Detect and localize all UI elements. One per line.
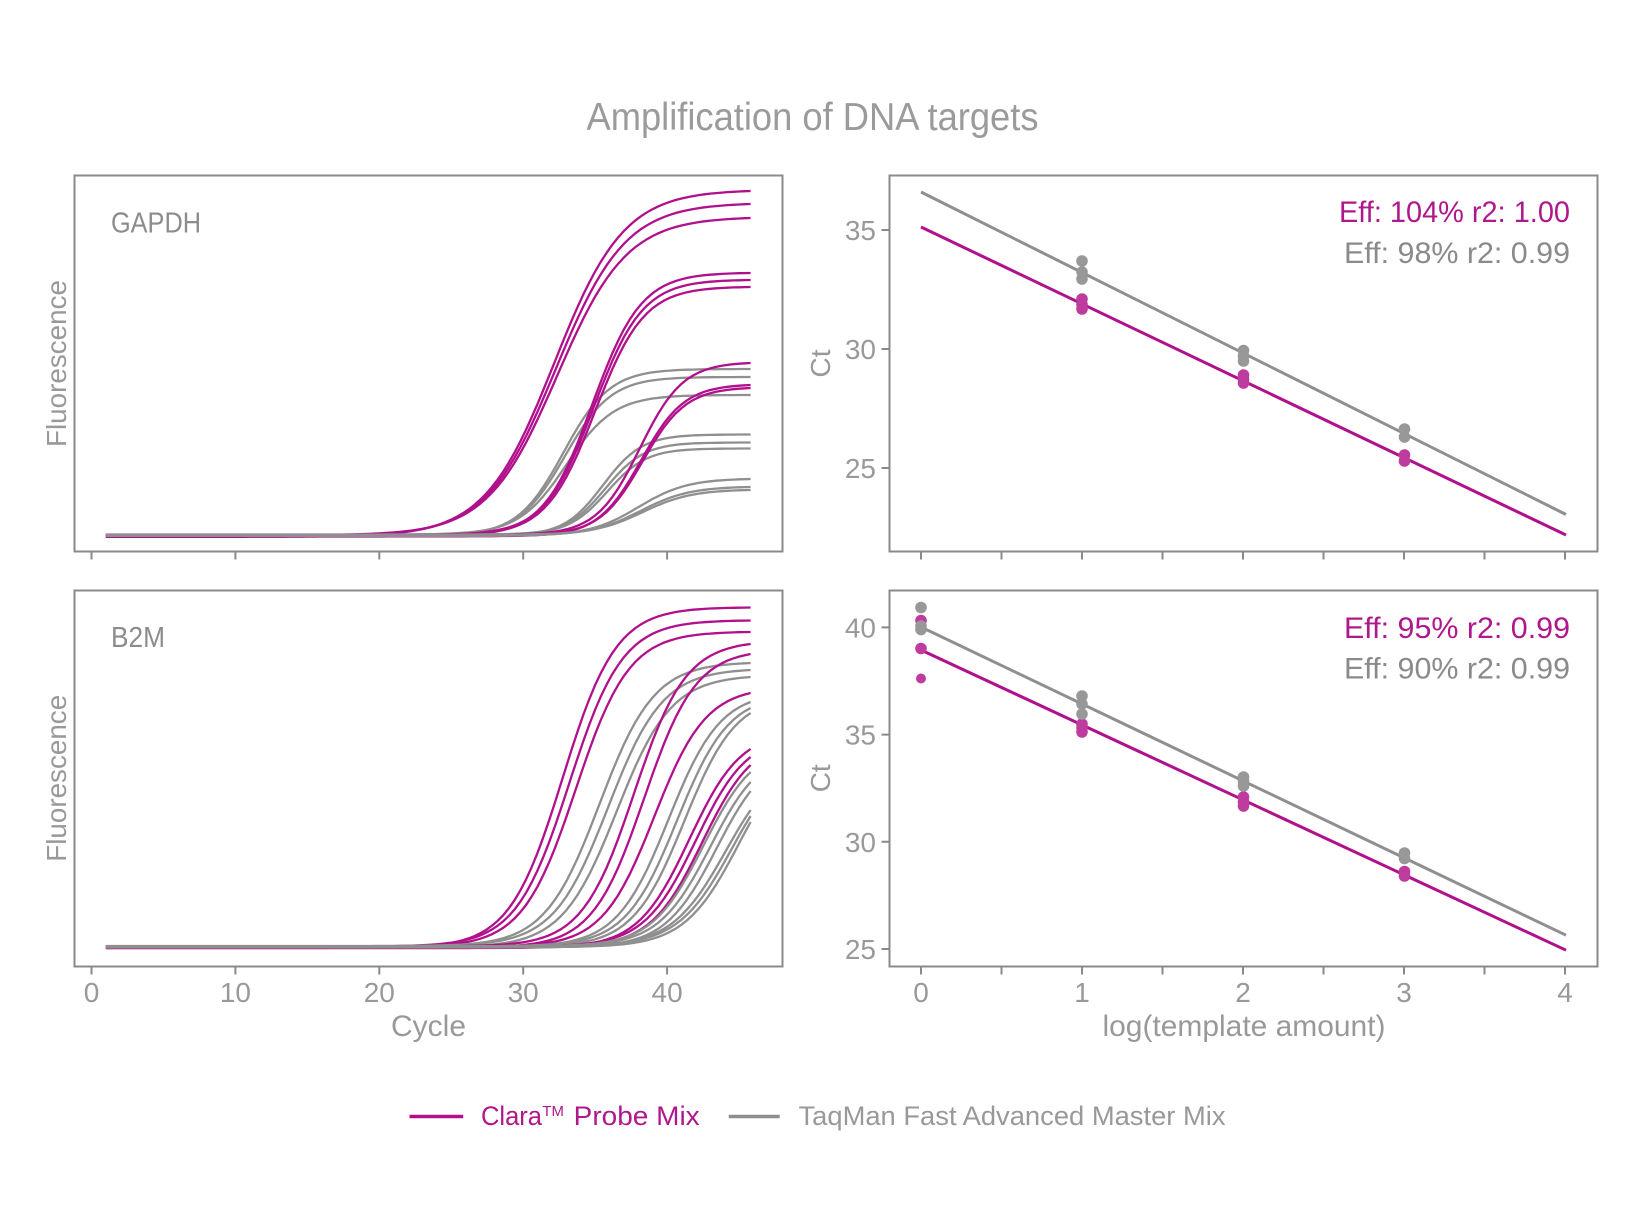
svg-text:Clara: Clara — [481, 1101, 543, 1131]
svg-text:25: 25 — [845, 453, 876, 484]
svg-text:2: 2 — [1235, 977, 1251, 1008]
svg-text:B2M: B2M — [111, 622, 165, 654]
svg-text:30: 30 — [845, 827, 876, 858]
svg-text:TaqMan Fast Advanced Master Mi: TaqMan Fast Advanced Master Mix — [799, 1101, 1226, 1131]
svg-text:30: 30 — [845, 334, 876, 365]
svg-text:40: 40 — [652, 977, 683, 1008]
svg-text:Amplification of DNA targets: Amplification of DNA targets — [587, 96, 1039, 139]
svg-text:0: 0 — [84, 977, 100, 1008]
svg-text:Eff: 104% r2: 1.00: Eff: 104% r2: 1.00 — [1339, 196, 1570, 229]
svg-text:35: 35 — [845, 215, 876, 246]
svg-text:25: 25 — [845, 934, 876, 965]
svg-text:40: 40 — [845, 612, 876, 643]
svg-text:35: 35 — [845, 720, 876, 751]
svg-text:30: 30 — [508, 977, 539, 1008]
svg-text:Eff: 90% r2: 0.99: Eff: 90% r2: 0.99 — [1344, 653, 1570, 686]
svg-text:Ct: Ct — [805, 764, 836, 792]
svg-text:Eff: 95% r2: 0.99: Eff: 95% r2: 0.99 — [1344, 612, 1570, 645]
svg-text:Eff: 98% r2: 0.99: Eff: 98% r2: 0.99 — [1344, 237, 1570, 270]
svg-text:log(template amount): log(template amount) — [1103, 1010, 1386, 1043]
svg-text:Probe Mix: Probe Mix — [574, 1101, 701, 1131]
svg-text:4: 4 — [1557, 977, 1573, 1008]
svg-text:0: 0 — [913, 977, 929, 1008]
svg-text:Fluorescence: Fluorescence — [41, 695, 72, 862]
svg-text:Fluorescence: Fluorescence — [41, 280, 72, 447]
svg-text:Ct: Ct — [805, 349, 836, 377]
svg-text:GAPDH: GAPDH — [111, 207, 201, 239]
svg-text:3: 3 — [1396, 977, 1412, 1008]
svg-text:1: 1 — [1074, 977, 1090, 1008]
svg-text:10: 10 — [220, 977, 251, 1008]
svg-text:TM: TM — [542, 1104, 564, 1120]
svg-text:Cycle: Cycle — [391, 1010, 466, 1043]
svg-text:20: 20 — [364, 977, 395, 1008]
